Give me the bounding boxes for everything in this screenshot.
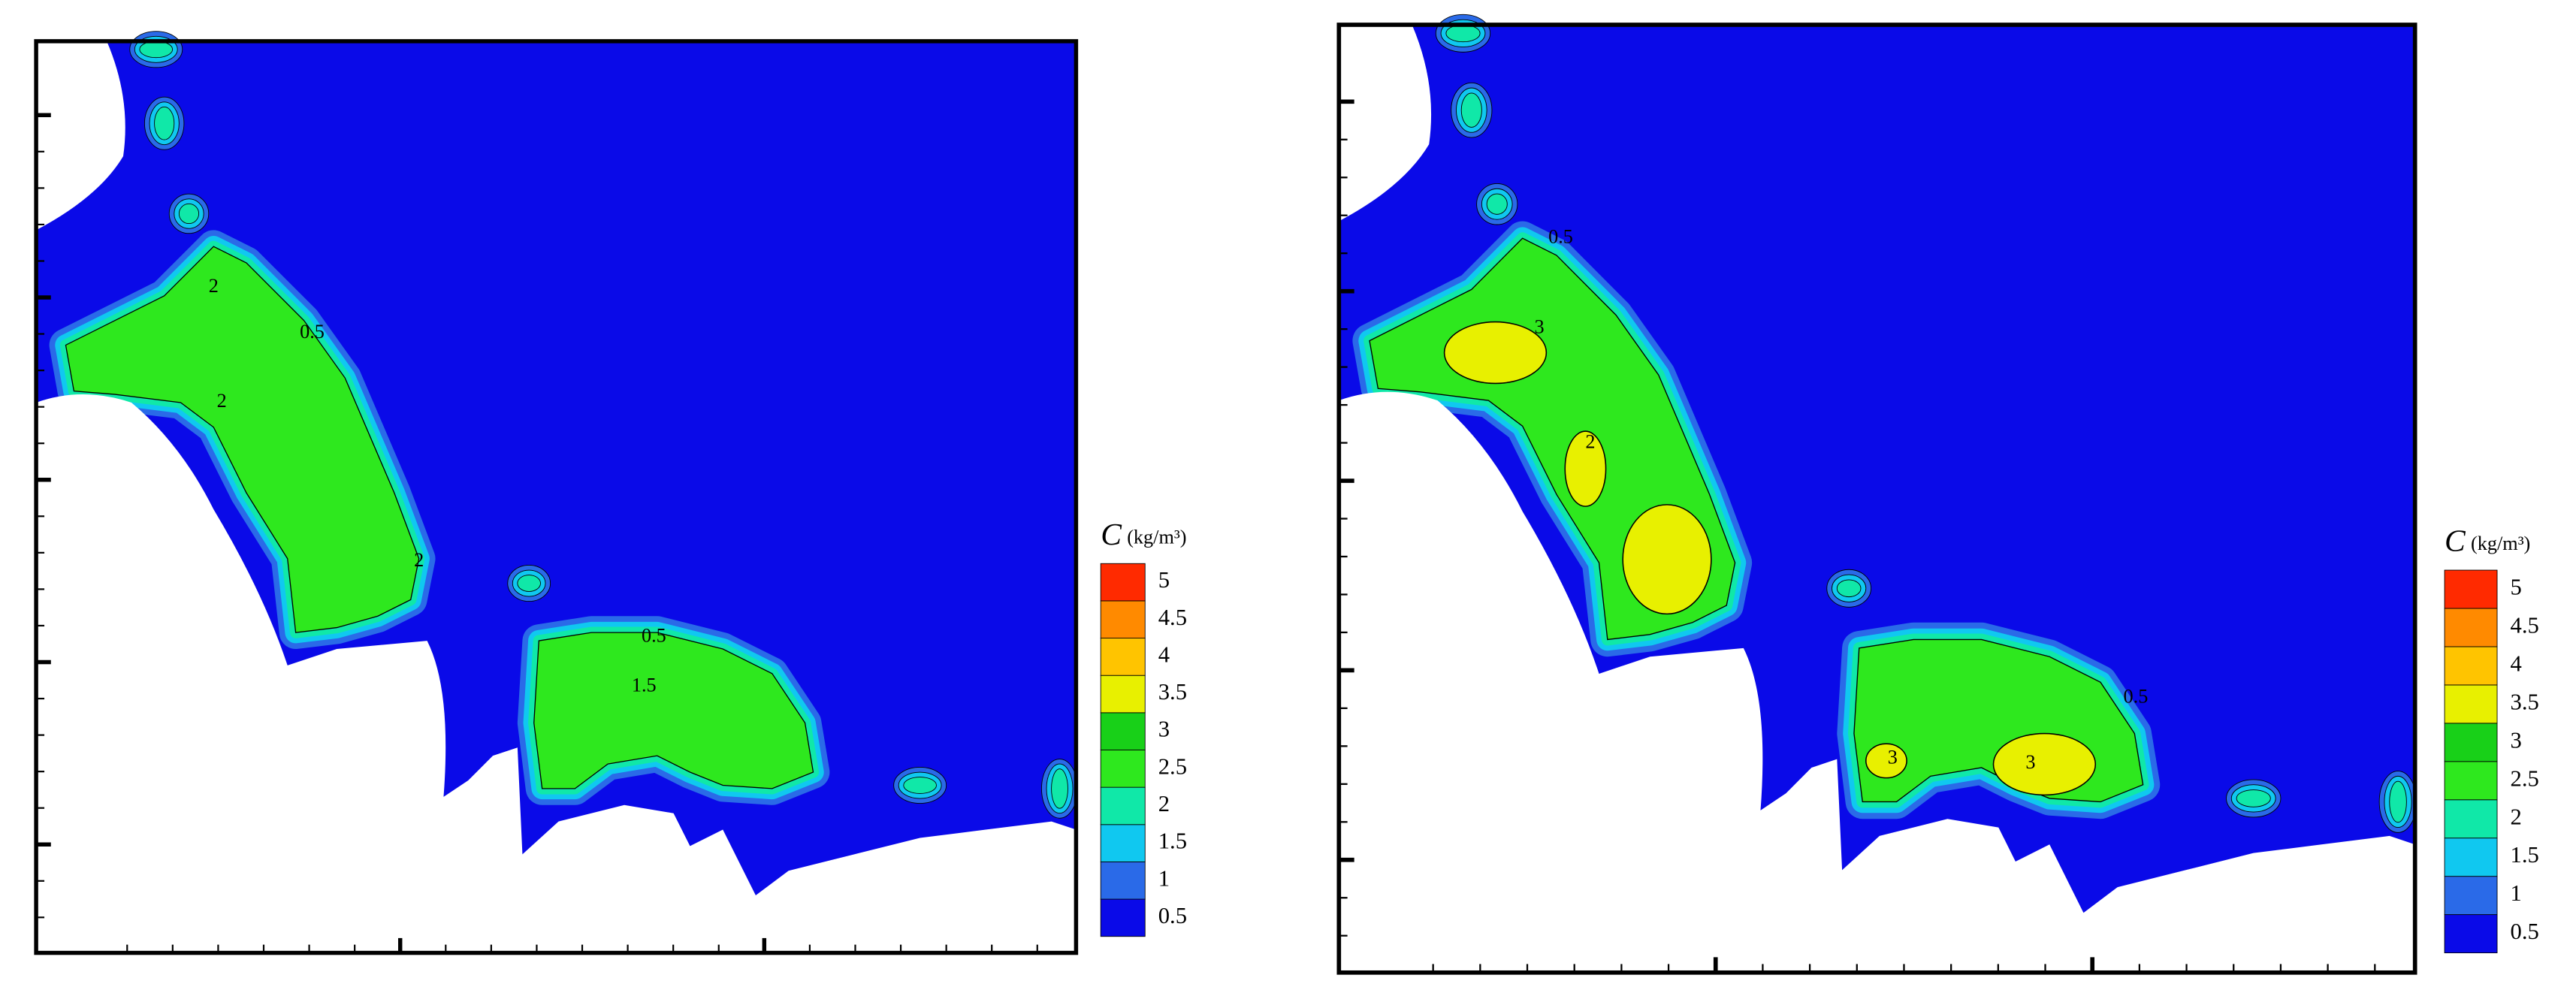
- contour-fill: [1051, 768, 1068, 809]
- contour-fill: [533, 632, 814, 789]
- colorbar-label: 4.5: [2511, 612, 2539, 638]
- contour-fill: [903, 777, 937, 794]
- colorbar-swatch: [1100, 750, 1146, 788]
- contour-label: 2: [217, 390, 227, 412]
- colorbar-swatch: [2444, 838, 2498, 877]
- colorbar-swatch: [1100, 824, 1146, 862]
- contour-label: 2: [209, 275, 219, 297]
- contour-fill: [1564, 430, 1607, 507]
- contour-fill: [1622, 504, 1712, 615]
- contour-fill: [1486, 193, 1508, 215]
- contour-fill: [1445, 24, 1481, 43]
- colorbar-swatch: [1100, 898, 1146, 937]
- colorbar-swatch: [1100, 712, 1146, 750]
- colorbar-label: 0.5: [1158, 903, 1187, 928]
- land: [36, 394, 1077, 953]
- contour-fill: [517, 575, 541, 592]
- land: [1339, 24, 1432, 222]
- land: [36, 41, 125, 231]
- colorbar-swatch: [2444, 684, 2498, 724]
- colorbar-label: 4.5: [1158, 605, 1187, 630]
- contour-label: 0.5: [300, 321, 325, 343]
- contour-label: 0.5: [1548, 225, 1573, 247]
- contour-fill: [1992, 732, 2097, 796]
- colorbar-swatch: [2444, 799, 2498, 839]
- colorbar-label: 2.5: [2511, 765, 2539, 791]
- colorbar-label: 3.5: [2511, 689, 2539, 714]
- contour-label: 0.5: [2124, 686, 2149, 708]
- colorbar-label: 1.5: [1158, 828, 1187, 854]
- colorbar-label: 3: [2511, 727, 2522, 753]
- contour-fill: [65, 246, 420, 633]
- contour-panel: [1336, 14, 2417, 975]
- colorbar-label: 1: [2511, 880, 2522, 906]
- colorbar-swatch: [1100, 861, 1146, 900]
- colorbar-label: 3.5: [1158, 679, 1187, 705]
- contour-fill: [1836, 579, 1862, 598]
- contour-fill: [154, 106, 175, 140]
- colorbar-label: 4: [2511, 650, 2522, 676]
- colorbar-unit: (kg/m³): [2471, 533, 2530, 554]
- contour-fill: [1443, 321, 1548, 385]
- contour-fill: [139, 41, 174, 59]
- frame: [1336, 23, 2417, 975]
- contour-label: 2: [1585, 431, 1595, 453]
- frame: [34, 39, 1079, 955]
- contour-label: 0.5: [642, 625, 666, 647]
- colorbar-title: C: [2445, 524, 2466, 558]
- colorbar-label: 2: [2511, 804, 2522, 829]
- colorbar-label: 5: [1158, 567, 1170, 593]
- land: [1339, 391, 2415, 973]
- colorbar-label: 2: [1158, 791, 1170, 816]
- colorbar-swatch: [2444, 723, 2498, 762]
- colorbar-label: 2.5: [1158, 753, 1187, 779]
- colorbar-label: 0.5: [2511, 919, 2539, 944]
- colorbar-label: 1.5: [2511, 842, 2539, 868]
- colorbar-swatch: [1100, 675, 1146, 714]
- colorbar-swatch: [2444, 914, 2498, 954]
- colorbar-swatch: [2444, 646, 2498, 686]
- contour-fill: [2389, 780, 2407, 823]
- contour-label: 3: [1888, 747, 1898, 768]
- colorbar-swatch: [2444, 608, 2498, 647]
- contour-fill: [178, 203, 200, 225]
- contour-label: 1.5: [632, 674, 657, 696]
- contour-label: 3: [1535, 316, 1545, 338]
- colorbar-swatch: [2444, 761, 2498, 801]
- colorbar-swatch: [2444, 876, 2498, 916]
- colorbar-unit: (kg/m³): [1127, 527, 1186, 548]
- contour-panel: [34, 31, 1079, 955]
- colorbar-label: 1: [1158, 865, 1170, 891]
- colorbar-swatch: [1100, 786, 1146, 825]
- colorbar-title: C: [1101, 517, 1122, 551]
- colorbar-label: 5: [2511, 575, 2522, 600]
- contour-label: 2: [414, 549, 424, 571]
- colorbar-swatch: [1100, 638, 1146, 676]
- colorbar-swatch: [1100, 600, 1146, 639]
- contour-fill: [2236, 789, 2271, 807]
- contour-label: 3: [2025, 751, 2035, 773]
- colorbar-swatch: [1100, 563, 1146, 602]
- contour-fill: [1865, 743, 1907, 779]
- contour-fill: [1460, 92, 1482, 128]
- colorbar-label: 3: [1158, 717, 1170, 742]
- colorbar-swatch: [2444, 569, 2498, 609]
- colorbar-label: 4: [1158, 641, 1170, 667]
